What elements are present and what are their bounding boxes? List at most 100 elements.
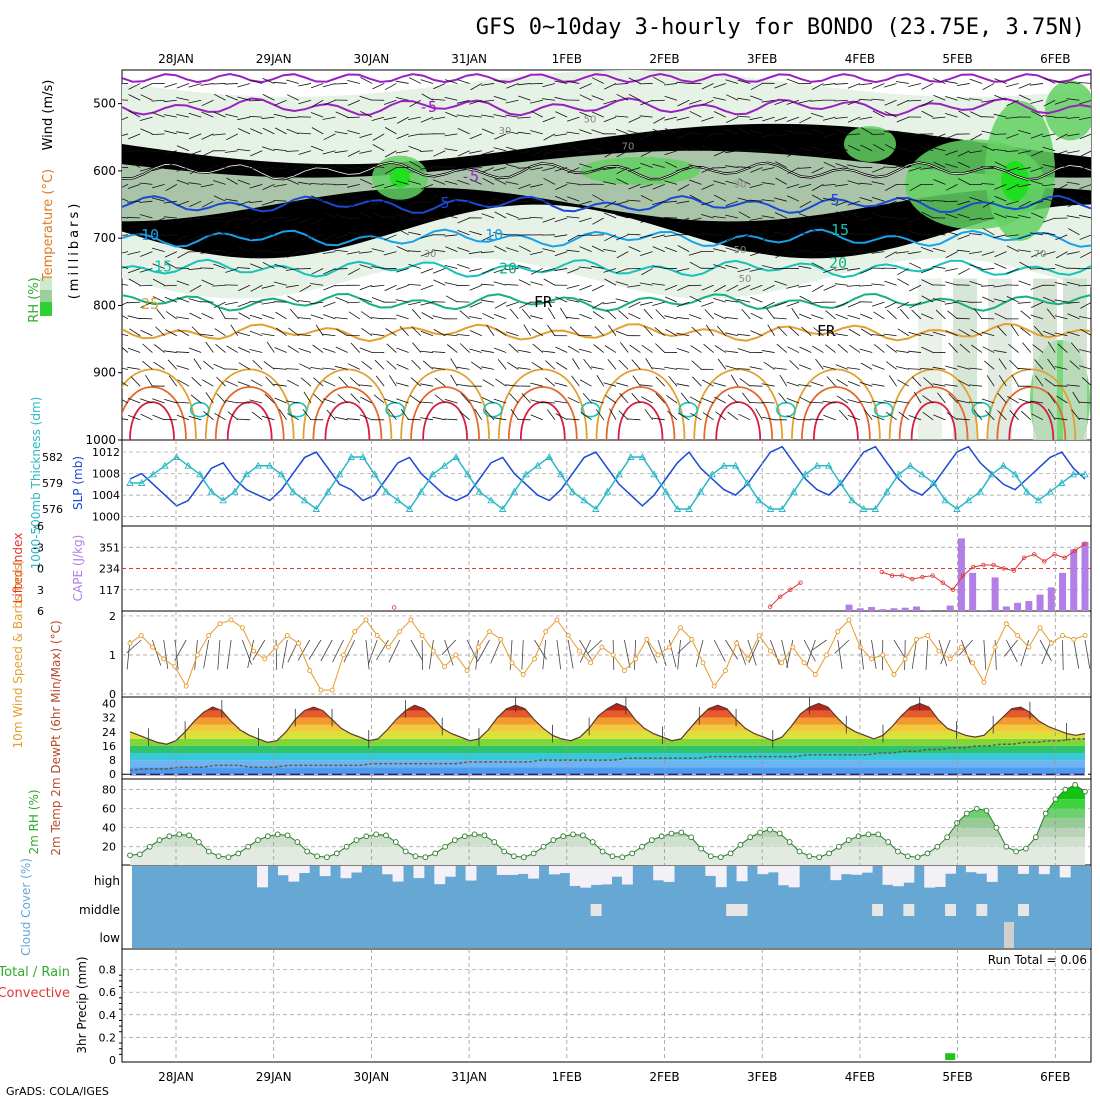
wind-barb — [652, 234, 665, 239]
wind-barb — [823, 284, 836, 291]
wind-barb — [299, 363, 312, 370]
wind-barb — [615, 298, 629, 303]
wind-barb — [384, 234, 397, 241]
wind-barb — [359, 297, 373, 303]
wind-barb — [786, 381, 800, 387]
wind-barb — [388, 409, 397, 421]
wind-barb — [188, 182, 202, 185]
wind-barb — [993, 284, 1007, 288]
wind-barb — [592, 217, 604, 225]
thickness-ytick: 576 — [42, 503, 63, 516]
wind-barb — [446, 344, 458, 353]
wind-barb — [176, 83, 190, 89]
low-level-temperature-contour — [519, 401, 566, 440]
li-line — [769, 582, 801, 608]
wind-barb — [677, 284, 690, 291]
wind-barb — [982, 145, 995, 152]
wind10m-barb — [747, 639, 757, 666]
wind-barb — [164, 251, 177, 258]
wind-barb — [395, 150, 409, 154]
wind-barb — [690, 345, 702, 353]
wind-barb — [360, 77, 373, 84]
thickness-point — [801, 470, 810, 478]
cloud-clear-high — [976, 866, 988, 874]
wind10m-point — [453, 652, 459, 658]
wind-barb — [1030, 180, 1044, 185]
wind10m-barb — [781, 639, 789, 668]
wind-barb — [969, 233, 983, 236]
wind-barb — [303, 391, 312, 404]
wind-barb — [922, 411, 934, 421]
wind-barb — [640, 217, 653, 223]
wind-barb — [849, 344, 861, 353]
wind-barb — [226, 133, 238, 141]
wind-barb — [933, 414, 946, 421]
wind-barb — [128, 161, 141, 168]
date-labels-bottom: 28JAN 29JAN 30JAN 31JAN 1FEB 2FEB 3FEB 4FEB 5FEB… — [158, 1070, 1070, 1084]
wind10m-barb — [725, 639, 739, 660]
wind-barb — [154, 344, 165, 353]
wind-barb — [310, 183, 324, 185]
thickness-point — [836, 479, 845, 486]
slp-ytick: 1000 — [92, 511, 120, 524]
wind-barb — [188, 347, 202, 353]
wind-barb — [395, 382, 409, 387]
rh2m-point — [353, 837, 360, 843]
date-label-top: 6FEB — [1040, 52, 1070, 66]
wind-barb — [750, 296, 763, 303]
wind-barb — [688, 132, 702, 135]
wind-barb — [334, 317, 348, 320]
wind-barb — [420, 284, 434, 291]
wind-barb — [824, 328, 836, 337]
thickness-point — [929, 479, 938, 486]
wind-barb — [450, 374, 458, 387]
date-label-bottom: 4FEB — [845, 1070, 875, 1084]
wind-barb — [163, 350, 177, 353]
li-point — [930, 573, 935, 578]
wind-barb — [168, 375, 178, 387]
precip-legend-total: Total / Rain — [0, 965, 70, 980]
wind-barb — [859, 382, 873, 387]
wind-barb — [249, 79, 263, 84]
wind-barb — [713, 97, 726, 101]
wind-barb — [627, 418, 641, 421]
wind-barb — [652, 301, 665, 306]
wind-barb — [701, 99, 714, 106]
rh2m-point — [550, 837, 557, 843]
wind-barb — [676, 145, 690, 152]
date-label-bottom: 3FEB — [747, 1070, 777, 1084]
wind-barb — [1079, 365, 1091, 370]
cloud-clear-high — [945, 866, 956, 874]
wind-barb — [1018, 83, 1031, 89]
wind-barb — [176, 200, 190, 206]
wind-barb — [485, 409, 495, 421]
wind-barb — [725, 247, 739, 253]
wind-barb — [1017, 183, 1031, 188]
wind-barb — [1010, 324, 1019, 336]
wind-barb — [618, 410, 629, 421]
wind-barb — [713, 382, 726, 387]
wind-barb — [750, 228, 763, 236]
rh2m-point — [845, 837, 852, 843]
wind-barb — [1047, 408, 1056, 421]
wind-barb — [1078, 417, 1091, 421]
wind-barb — [188, 112, 202, 118]
cloud-clear-middle — [726, 904, 738, 916]
wind-barb — [1066, 281, 1080, 286]
wind-barb — [798, 99, 812, 104]
wind10m-point — [891, 672, 897, 677]
wind-barb — [212, 164, 226, 168]
rh2m-point — [373, 831, 379, 838]
wind-barb — [542, 350, 556, 353]
wind10m-barb — [308, 639, 322, 660]
wind-barb — [655, 343, 666, 353]
wind-barb — [334, 234, 348, 239]
wind-barb — [982, 296, 995, 303]
wind-barb — [566, 131, 580, 135]
wind10m-point — [217, 621, 223, 627]
wind-barb — [212, 217, 226, 219]
wind-barb — [371, 284, 385, 288]
wind-barb — [644, 409, 653, 421]
thickness-point — [184, 461, 192, 469]
low-level-temperature-contour — [813, 401, 859, 440]
